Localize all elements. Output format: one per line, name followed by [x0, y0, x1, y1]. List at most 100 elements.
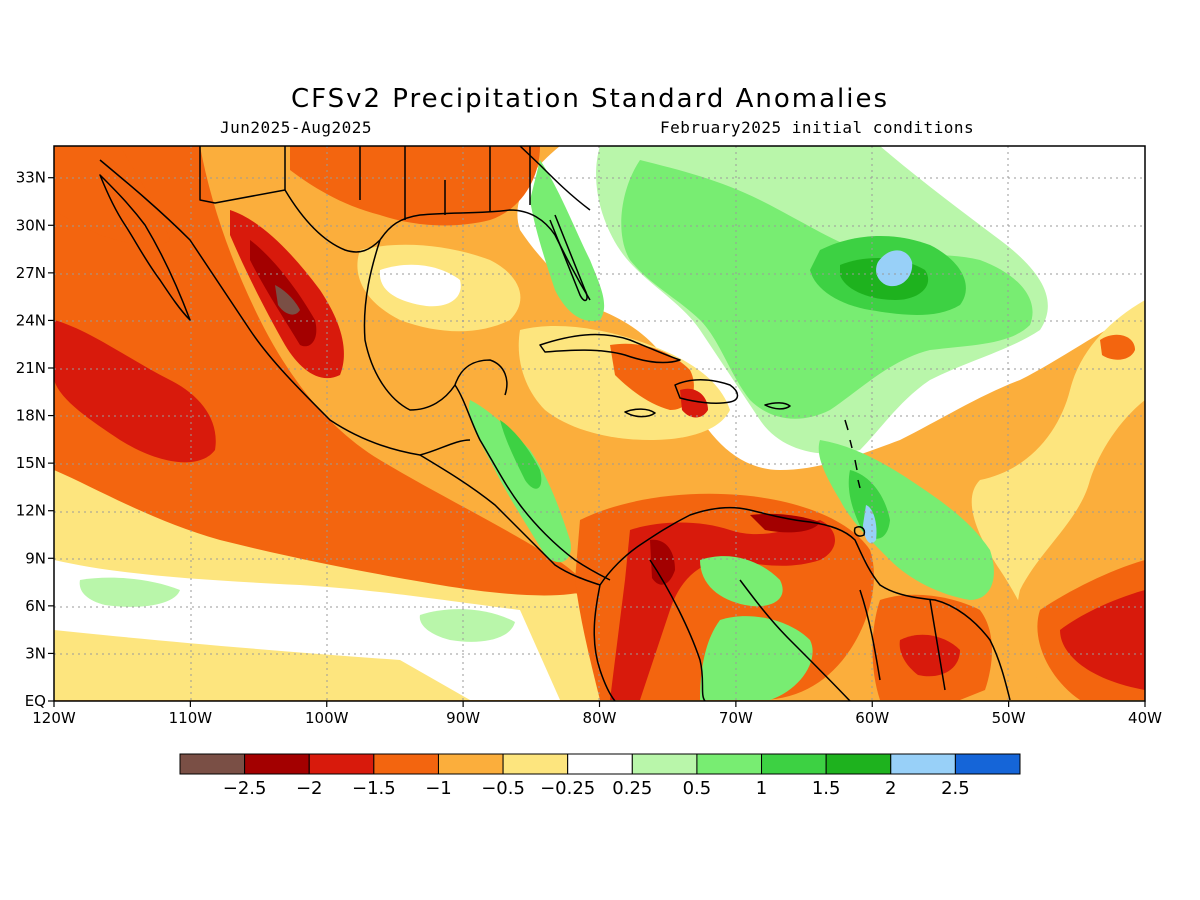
colorbar — [179, 753, 1021, 775]
lat-label: 9N — [25, 549, 46, 567]
lat-label: 15N — [16, 454, 46, 472]
lon-label: 70W — [719, 709, 753, 727]
coast-central-america-caribbean — [454, 384, 611, 581]
lat-label: 27N — [16, 264, 46, 282]
field-region — [275, 285, 300, 315]
field-region — [650, 539, 675, 585]
field-region — [500, 420, 542, 489]
field-region — [1060, 590, 1145, 690]
field-region — [469, 400, 571, 563]
border-guyana — [859, 589, 881, 681]
colorbar-label: 2 — [885, 778, 896, 799]
colorbar-label: 0.5 — [683, 778, 712, 799]
field-region — [379, 264, 461, 307]
initial-conditions: February2025 initial conditions — [660, 118, 975, 137]
coast-us-east — [519, 146, 591, 211]
field-region — [530, 160, 605, 321]
colorbar-label: 1 — [756, 778, 767, 799]
coast-puerto-rico — [764, 402, 791, 410]
coast-trinidad — [853, 526, 866, 537]
coast-cuba — [539, 333, 681, 364]
colorbar-label: −1.5 — [352, 778, 396, 799]
lat-label: 21N — [16, 359, 46, 377]
field-region — [79, 577, 180, 607]
coast-gulf-mexico — [363, 239, 508, 411]
coast-florida — [549, 214, 588, 302]
lon-label: 50W — [992, 709, 1026, 727]
border-us-states — [359, 146, 531, 220]
colorbar-label: 1.5 — [812, 778, 841, 799]
colorbar-swatch — [954, 753, 1021, 775]
coast-south-america — [599, 506, 1011, 701]
field-band — [54, 630, 470, 700]
field-region — [1100, 334, 1135, 360]
lat-label: 6N — [25, 597, 46, 615]
forecast-period: Jun2025-Aug2025 — [220, 118, 372, 137]
lon-label: 110W — [169, 709, 213, 727]
lat-label: 3N — [25, 644, 46, 662]
colorbar-swatch — [825, 753, 892, 775]
coast-hispaniola — [674, 379, 739, 404]
field-region — [700, 616, 813, 700]
lon-label: 80W — [583, 709, 617, 727]
field-region — [54, 320, 216, 463]
colorbar-swatch — [437, 753, 504, 775]
lon-label: 120W — [32, 709, 76, 727]
colorbar-label: −0.5 — [481, 778, 525, 799]
longitude-labels: 120W 110W 100W 90W 80W 70W 60W 50W 40W — [32, 701, 1162, 727]
lat-label: 12N — [16, 502, 46, 520]
lat-label: 24N — [16, 311, 46, 329]
colorbar-swatch — [502, 753, 569, 775]
colorbar-labels: −2.5 −2 −1.5 −1 −0.5 −0.25 0.25 0.5 1 1.5 2 2.5 — [223, 778, 970, 799]
field-region — [610, 343, 694, 410]
colorbar-label: 0.25 — [612, 778, 652, 799]
colorbar-swatch — [890, 753, 956, 775]
border-suriname — [929, 599, 946, 691]
colorbar-swatch — [567, 753, 633, 775]
field-region — [54, 146, 590, 596]
colorbar-label: −0.25 — [540, 778, 595, 799]
colorbar-swatch — [373, 753, 439, 775]
colorbar-label: 2.5 — [941, 778, 970, 799]
coastlines — [99, 146, 1011, 701]
colorbar-swatch — [179, 753, 246, 775]
coast-gulf-north — [379, 209, 591, 301]
coast-jamaica — [624, 408, 656, 418]
field-region — [863, 505, 877, 544]
lon-label: 90W — [446, 709, 480, 727]
lon-label: 100W — [305, 709, 349, 727]
anomaly-field — [54, 146, 1145, 701]
lat-label: 18N — [16, 407, 46, 425]
lat-label: EQ — [25, 692, 46, 710]
lat-label: 33N — [16, 169, 46, 187]
lon-label: 40W — [1128, 709, 1162, 727]
colorbar-label: −1 — [425, 778, 452, 799]
lat-label: 30N — [16, 216, 46, 234]
field-region — [750, 513, 820, 533]
colorbar-label: −2.5 — [223, 778, 267, 799]
field-region — [680, 388, 708, 418]
border-rio-grande — [284, 189, 381, 253]
coast-colombia-pacific — [593, 584, 616, 701]
lon-label: 60W — [855, 709, 889, 727]
lat-lon-grid — [54, 146, 1145, 701]
coast-mexico-pacific — [99, 159, 471, 456]
colorbar-swatch — [244, 753, 310, 775]
border-venezuela-brazil — [739, 579, 851, 701]
border-colombia-venezuela — [649, 559, 706, 701]
latitude-labels: EQ 3N 6N 9N 12N 15N 18N 21N 24N 27N 30N 33N — [16, 169, 54, 710]
colorbar-swatch — [696, 753, 763, 775]
colorbar-label: −2 — [296, 778, 323, 799]
field-region — [290, 146, 540, 226]
colorbar-swatch — [308, 753, 375, 775]
field-region — [876, 250, 913, 287]
coast-lesser-antilles — [844, 419, 861, 489]
coast-central-america-pacific — [419, 454, 601, 586]
field-region — [419, 609, 515, 642]
colorbar-swatch — [631, 753, 698, 775]
map-title: CFSv2 Precipitation Standard Anomalies — [290, 84, 890, 114]
field-region — [899, 634, 960, 677]
coast-baja — [99, 174, 191, 321]
border-us-mexico — [199, 146, 286, 204]
